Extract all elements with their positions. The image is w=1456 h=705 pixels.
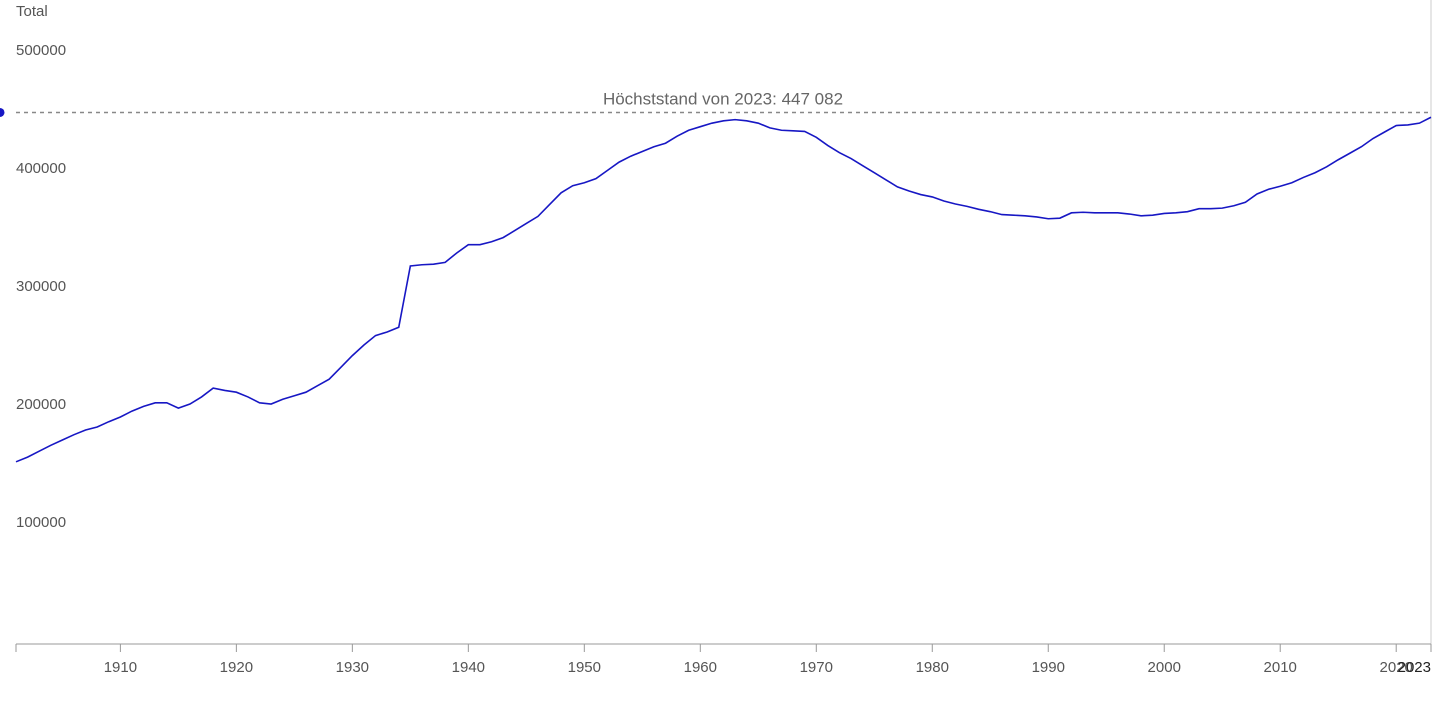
x-tick-label: 1960 [684, 659, 717, 676]
x-tick-label: 1980 [916, 659, 949, 676]
line [15, 116, 1432, 463]
end-point [0, 107, 5, 117]
y-tick-label: 200000 [16, 396, 66, 413]
x-tick-label: 2000 [1148, 659, 1181, 676]
x-tick-label: 2010 [1264, 659, 1297, 676]
y-tick-label: 300000 [16, 278, 66, 295]
x-tick-label: 2020 [1380, 659, 1413, 676]
x-tick-label: 1930 [336, 659, 369, 676]
annotation: Höchststand von 2023: 447 082 [603, 89, 843, 108]
y-tick-label: 100000 [16, 514, 66, 531]
x-tick-label: 1910 [104, 659, 137, 676]
x-tick-label: 1970 [800, 659, 833, 676]
y-tick-label: 400000 [16, 160, 66, 177]
x-tick-label: 1920 [220, 659, 253, 676]
x-tick-label: 1940 [452, 659, 485, 676]
x-tick-label: 2023 [1398, 659, 1431, 676]
y-tick-label: 500000 [16, 42, 66, 59]
y-axis-label: Total [16, 3, 48, 20]
x-tick-label: 1990 [1032, 659, 1065, 676]
x-tick-label: 1950 [568, 659, 601, 676]
